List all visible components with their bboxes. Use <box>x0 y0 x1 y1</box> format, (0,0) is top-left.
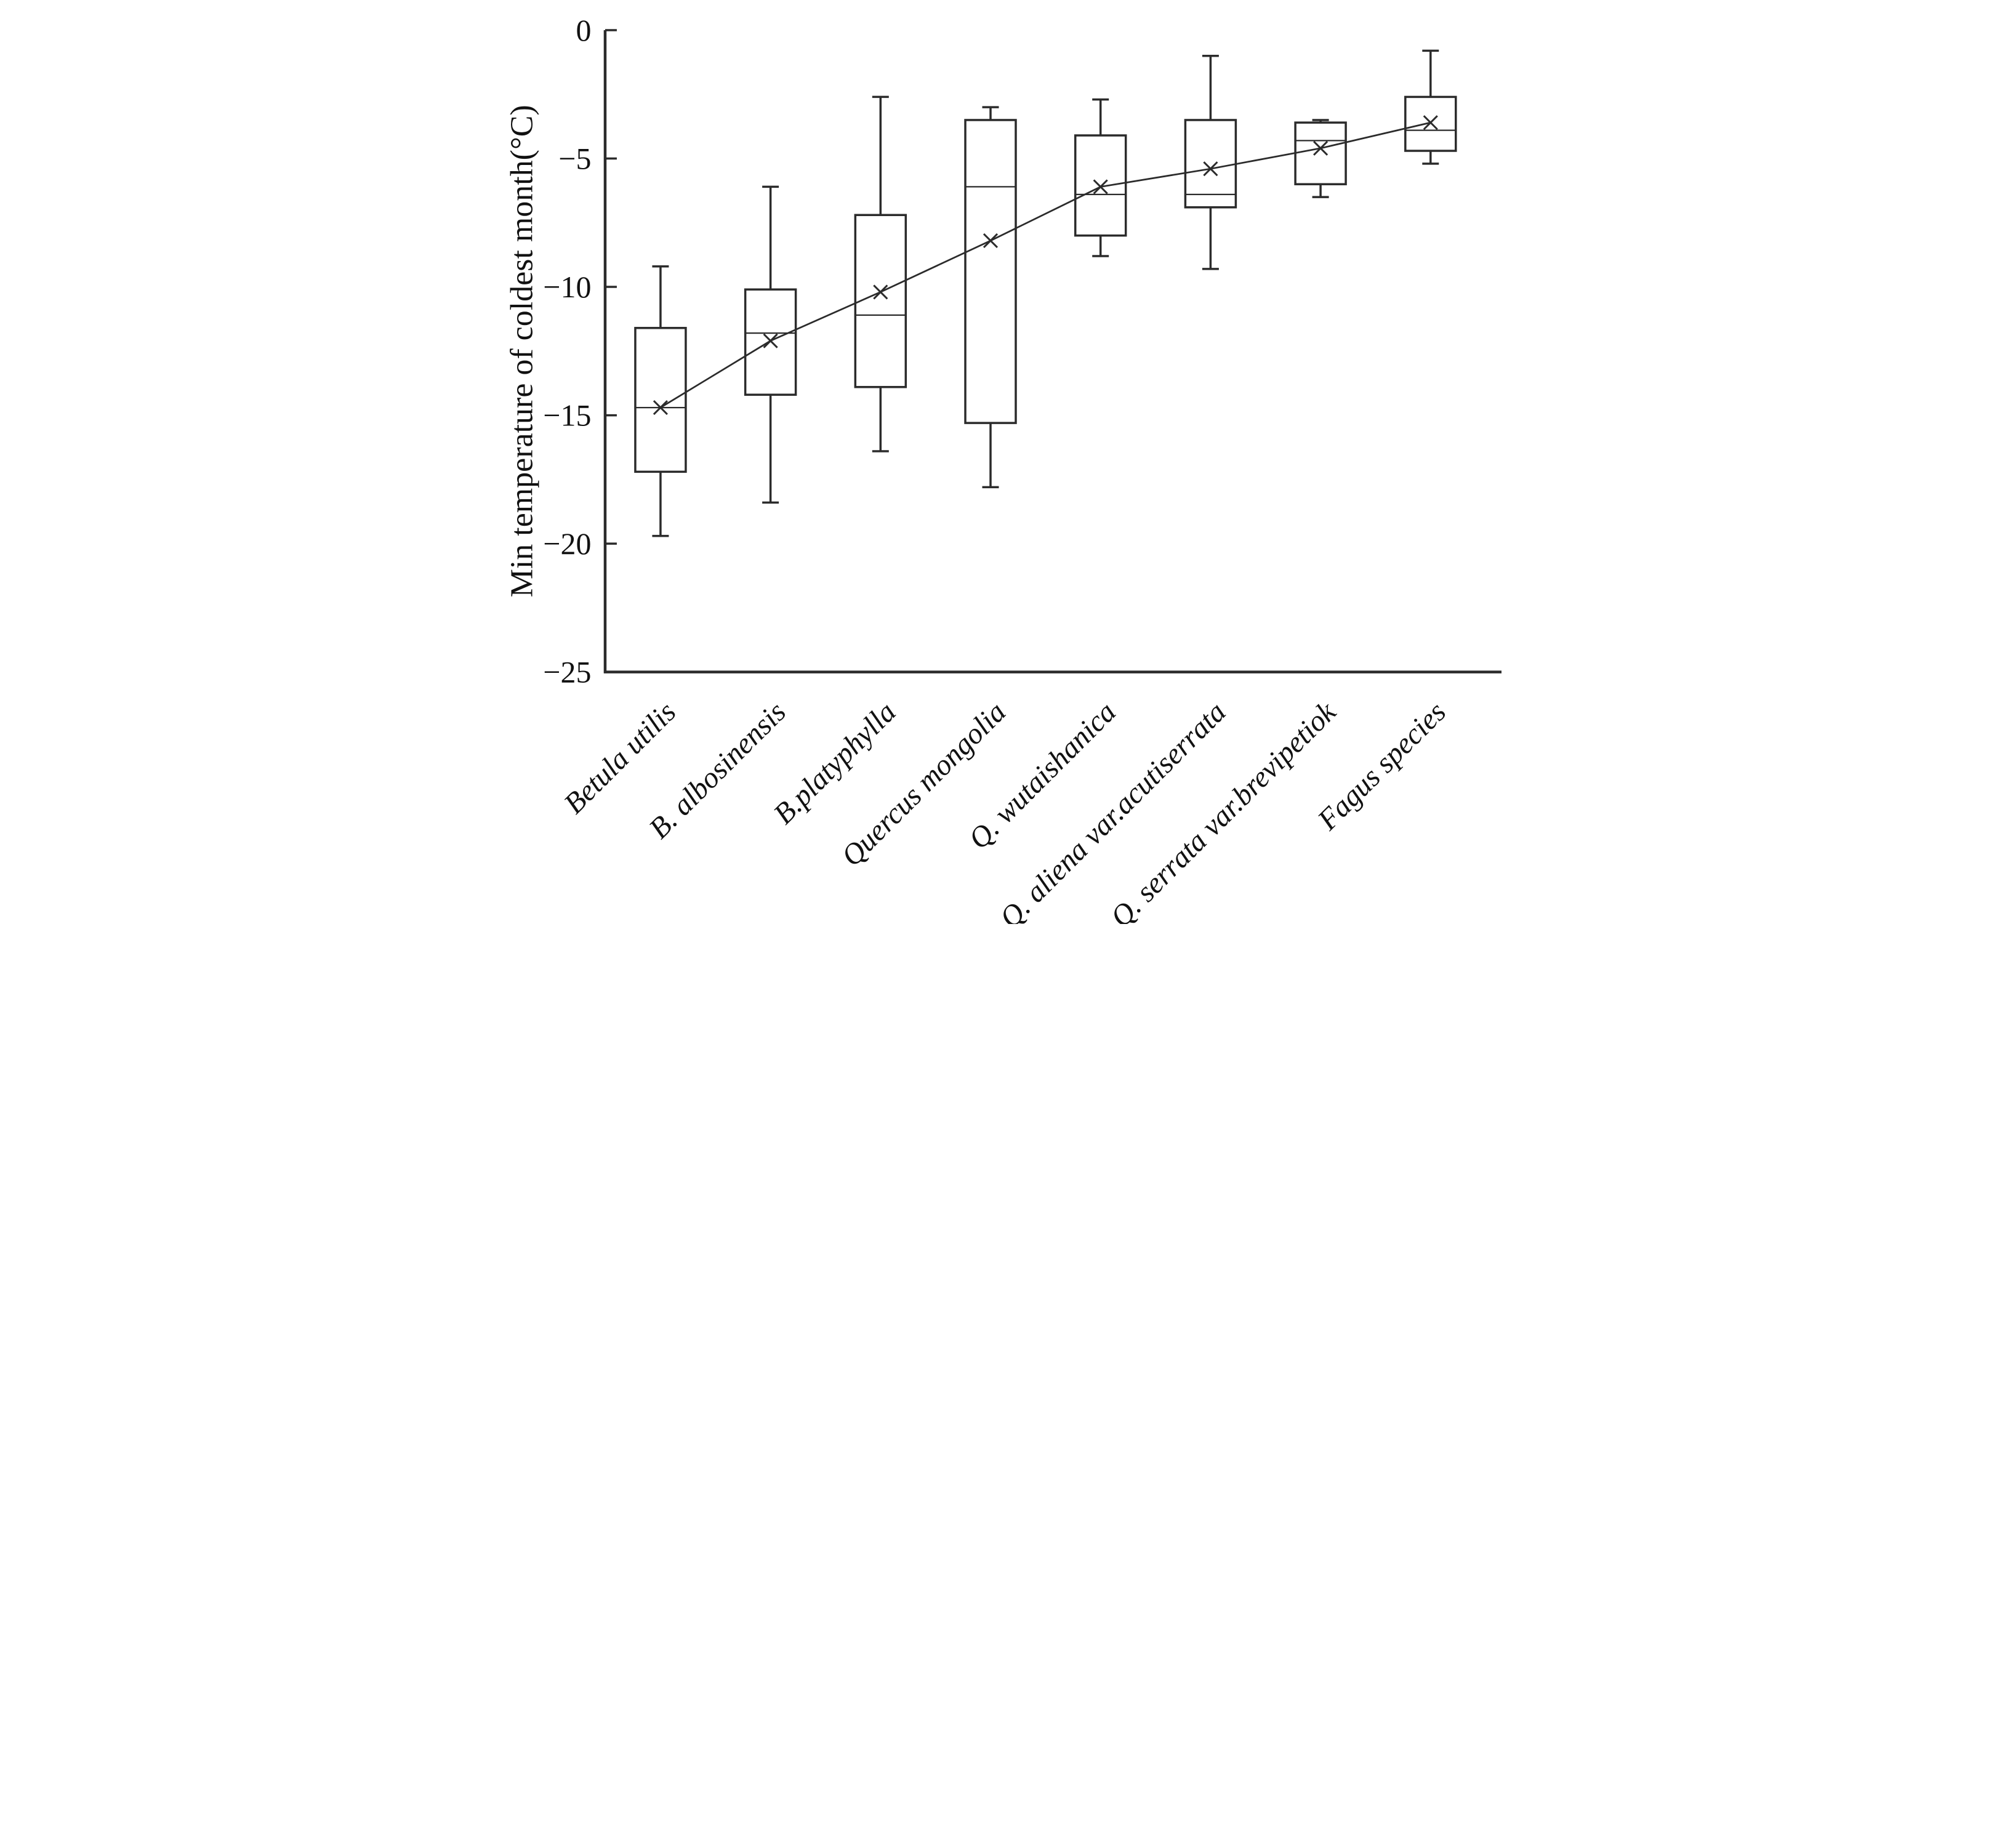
y-axis-title: Min temperature of coldest month(°C) <box>504 105 539 597</box>
mean-marker-x <box>1423 115 1438 131</box>
y-tick-label: −10 <box>543 270 591 304</box>
mean-trend-line <box>659 121 1431 409</box>
mean-marker-x <box>983 233 998 249</box>
y-tick-label: −25 <box>543 655 591 689</box>
mean-marker-x <box>1313 140 1328 156</box>
y-tick-label: −20 <box>543 526 591 561</box>
box-rect <box>1074 134 1127 237</box>
boxplot-figure: Min temperature of coldest month(°C) 0 −5… <box>502 0 1508 924</box>
mean-marker-x <box>872 284 888 300</box>
y-tick-label: −5 <box>558 142 591 176</box>
box-rect <box>744 288 797 396</box>
box-rect <box>1293 121 1347 185</box>
box-rect <box>633 327 687 473</box>
box-rect <box>1404 95 1457 152</box>
box-rect <box>854 214 907 388</box>
y-tick-label: 0 <box>576 13 591 47</box>
box-rect <box>963 119 1017 424</box>
y-tick-label: −15 <box>543 398 591 433</box>
mean-marker-x <box>763 333 778 348</box>
mean-marker-x <box>653 400 668 416</box>
mean-marker-x <box>1202 161 1218 177</box>
boxplot-chart: Min temperature of coldest month(°C) 0 −5… <box>502 0 1508 924</box>
mean-marker-x <box>1093 179 1108 195</box>
